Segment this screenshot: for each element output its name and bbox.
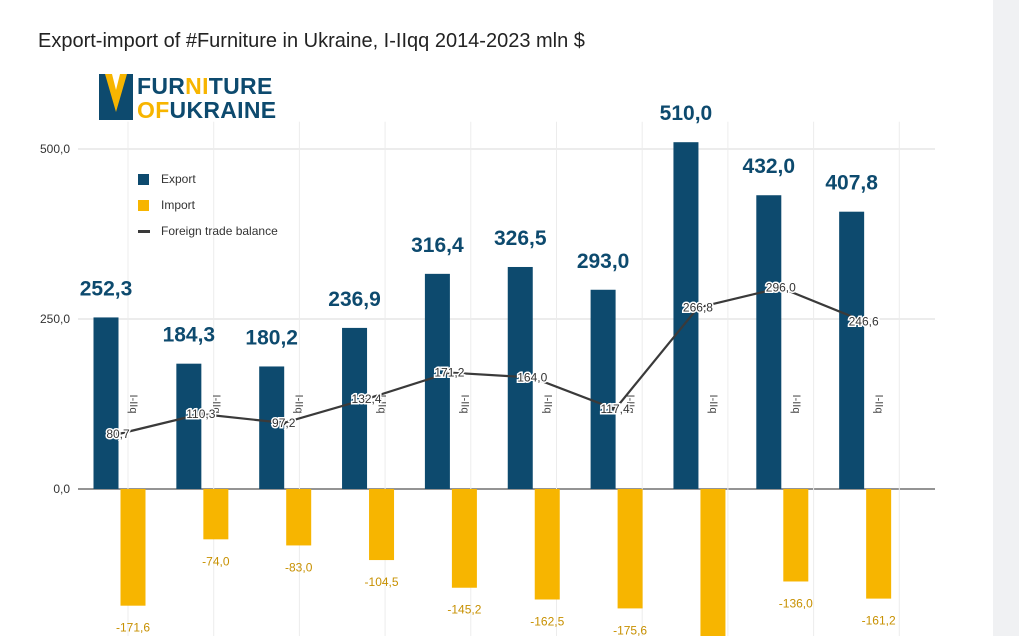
import-label-3: -104,5 — [365, 575, 399, 589]
import-bar-1 — [203, 489, 229, 540]
balance-point-8 — [778, 285, 784, 291]
balance-label-7: 266,8 — [683, 301, 713, 315]
balance-point-0 — [115, 431, 121, 437]
balance-label-8: 296,0 — [766, 281, 796, 295]
export-bar-4 — [424, 273, 450, 489]
import-label-8: -136,0 — [779, 596, 813, 610]
right-gutter — [993, 0, 1019, 636]
y-tick-label-0: 0,0 — [53, 482, 70, 496]
import-bar-6 — [617, 489, 643, 609]
import-bar-2 — [286, 489, 312, 546]
category-label-6: I-IIq — [624, 395, 636, 414]
export-label-7: 510,0 — [660, 102, 713, 125]
balance-line — [117, 286, 865, 436]
import-bar-7 — [700, 489, 726, 636]
balance-point-4 — [446, 370, 452, 376]
import-label-5: -162,5 — [530, 615, 564, 629]
export-import-chart: 0,0 250,0 500,0 252,3 184,3 180,2 236,9 316,4 32… — [40, 102, 935, 636]
category-label-0: I-IIq — [127, 395, 139, 414]
y-tick-label-1: 250,0 — [40, 312, 70, 326]
import-bar-9 — [866, 489, 892, 599]
category-label-7: I-IIq — [707, 395, 719, 414]
export-bar-8 — [756, 195, 782, 490]
balance-label-5: 164,0 — [517, 370, 547, 384]
furniture-of-ukraine-logo: FURNITURE OFUKRAINE — [99, 72, 299, 126]
balance-point-6 — [612, 406, 618, 412]
import-label-2: -83,0 — [285, 560, 313, 574]
export-label-3: 236,9 — [328, 288, 381, 311]
export-label-6: 293,0 — [577, 250, 630, 273]
chart-title: Export-import of #Furniture in Ukraine, … — [38, 30, 585, 52]
export-bar-9 — [839, 211, 865, 490]
legend-item-import: Import — [138, 192, 278, 218]
balance-label-1: 110,3 — [186, 407, 215, 421]
balance-label-9: 246,6 — [849, 314, 879, 328]
export-bar-6 — [590, 289, 616, 489]
export-label-5: 326,5 — [494, 227, 547, 250]
import-bar-3 — [369, 489, 395, 561]
category-label-2: I-IIq — [293, 395, 305, 414]
export-label-9: 407,8 — [825, 172, 878, 195]
export-bar-1 — [176, 363, 202, 489]
import-bar-4 — [451, 489, 477, 588]
export-bar-0 — [93, 317, 119, 489]
import-label-4: -145,2 — [447, 603, 481, 617]
legend-item-balance: Foreign trade balance — [138, 218, 278, 244]
import-label-1: -74,0 — [202, 554, 230, 568]
import-bar-8 — [783, 489, 809, 582]
balance-label-3: 132,4 — [352, 392, 382, 406]
balance-point-2 — [281, 420, 287, 426]
category-label-3: I-IIq — [376, 395, 388, 414]
balance-label-0: 80,7 — [106, 427, 130, 441]
chart-legend: Export Import Foreign trade balance — [138, 166, 278, 244]
legend-item-export: Export — [138, 166, 278, 192]
export-bar-2 — [259, 366, 285, 489]
logo-line-1: FURNITURE — [137, 73, 273, 99]
import-label-0: -171,6 — [116, 621, 150, 635]
category-label-4: I-IIq — [458, 395, 470, 414]
import-bar-5 — [534, 489, 560, 600]
import-label-9: -161,2 — [862, 614, 896, 628]
logo-mark-icon — [99, 74, 133, 120]
legend-swatch-balance — [138, 229, 150, 233]
category-label-5: I-IIq — [541, 395, 553, 414]
export-label-4: 316,4 — [411, 234, 464, 257]
balance-point-7 — [695, 305, 701, 311]
logo-line-2: OFUKRAINE — [137, 97, 277, 123]
export-bar-3 — [342, 327, 368, 489]
legend-swatch-export — [138, 173, 149, 185]
balance-label-2: 97,2 — [272, 416, 296, 430]
export-label-8: 432,0 — [743, 155, 796, 178]
export-label-0: 252,3 — [80, 277, 133, 300]
y-tick-label-2: 500,0 — [40, 142, 70, 156]
balance-point-1 — [198, 411, 204, 417]
category-label-1: I-IIq — [210, 395, 222, 414]
balance-point-5 — [529, 374, 535, 380]
balance-point-3 — [364, 396, 370, 402]
export-label-1: 184,3 — [163, 324, 216, 347]
category-label-8: I-IIq — [790, 395, 802, 414]
category-label-9: I-IIq — [873, 395, 885, 414]
balance-label-4: 171,2 — [434, 366, 464, 380]
export-label-2: 180,2 — [245, 326, 298, 349]
import-bar-0 — [120, 489, 146, 606]
export-bar-7 — [673, 142, 699, 489]
balance-label-6: 117,4 — [601, 402, 630, 416]
import-label-6: -175,6 — [613, 623, 647, 636]
balance-point-9 — [861, 318, 867, 324]
legend-swatch-import — [138, 199, 149, 211]
